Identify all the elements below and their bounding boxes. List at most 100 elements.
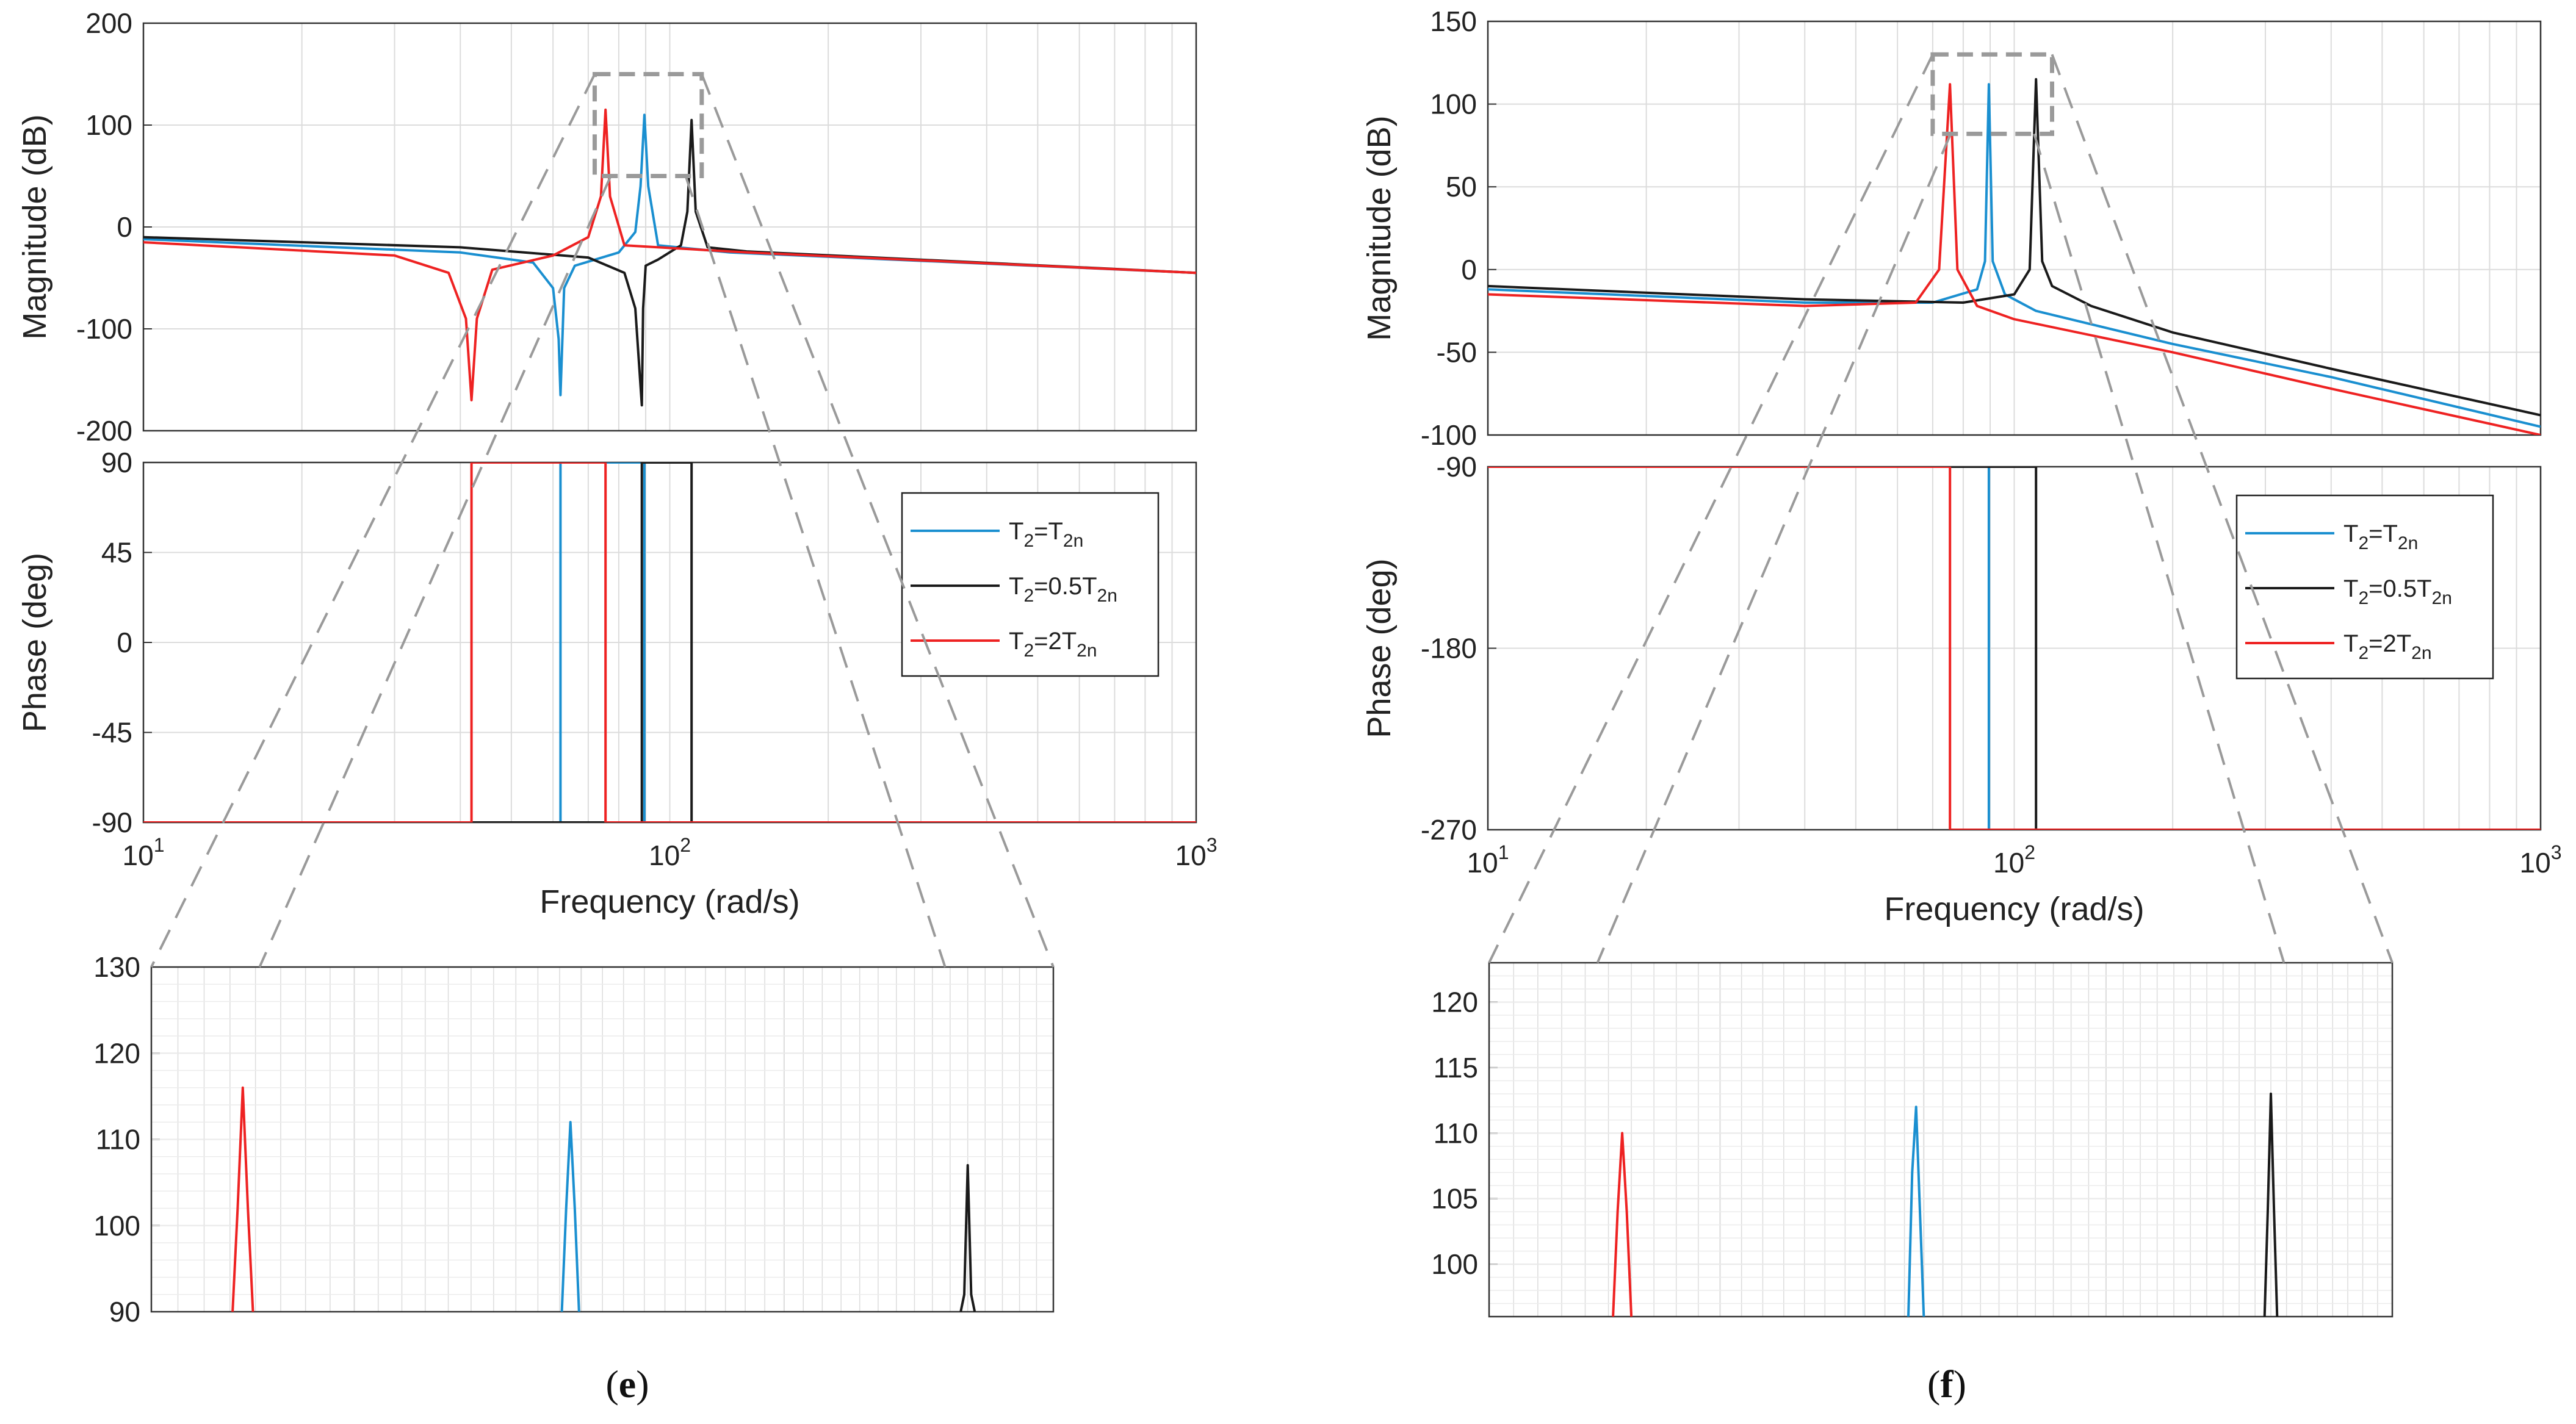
f-magnitude-ytick-label: 150 xyxy=(1430,5,1477,37)
series-line-T2-2T2n xyxy=(1612,1132,1633,1317)
f-phase-xtick-base: 10 xyxy=(1993,847,2024,879)
e-phase-xtick-exp: 3 xyxy=(1207,834,1218,856)
legend-label: T2=T2n xyxy=(2343,520,2418,553)
e-zoom-ytick-label: 100 xyxy=(93,1210,140,1242)
e-zoom-frame xyxy=(150,966,1055,1313)
zoom-guide-line xyxy=(1596,133,1952,963)
e-phase-xtick-base: 10 xyxy=(123,840,154,871)
e-magnitude-frame xyxy=(142,22,1197,432)
f-zoom-axes: 120 115 110 105 100 xyxy=(1431,962,2394,1318)
legend-label: T2=T2n xyxy=(1009,518,1083,551)
series-line-T2-0-5T2n xyxy=(2263,1092,2279,1317)
legend-label: T2=2T2n xyxy=(1009,628,1097,661)
legend-label: T2=2T2n xyxy=(2343,630,2432,663)
series-line-T2-T2n xyxy=(560,1121,580,1312)
f-magnitude-ylabel: Magnitude (dB) xyxy=(1361,115,1398,340)
zoom-guide-line xyxy=(2033,133,2286,963)
e-magnitude-ylabel: Magnitude (dB) xyxy=(16,114,53,339)
series-line-T2-2T2n xyxy=(231,1086,254,1312)
f-phase-series-group xyxy=(1488,467,2541,830)
f-phase-xtick-label: 103 xyxy=(2520,841,2562,879)
e-zoom-guides xyxy=(150,72,1055,968)
e-magnitude-ytick-label: 0 xyxy=(117,211,132,243)
figure-caption: (e) xyxy=(605,1362,649,1406)
zoom-guide-line xyxy=(684,175,947,968)
f-zoom-ytick-label: 105 xyxy=(1431,1183,1478,1215)
e-phase-xtick-exp: 1 xyxy=(154,834,165,856)
series-line-T2-T2n xyxy=(1907,1106,1925,1317)
e-phase-xtick-label: 102 xyxy=(649,834,691,871)
zoom-guide-line xyxy=(700,73,1055,968)
zoom-region-box xyxy=(1930,52,2054,136)
series-line-T2-T2n xyxy=(1488,467,2541,830)
e-magnitude-ytick-label: 100 xyxy=(85,109,132,141)
zoom-guide-line xyxy=(150,73,596,968)
zoom-guide-line xyxy=(1488,54,1934,963)
f-phase-xtick-base: 10 xyxy=(1467,847,1498,879)
f-phase-xlabel: Frequency (rad/s) xyxy=(1884,891,2144,927)
e-phase-xtick-label: 103 xyxy=(1175,834,1218,871)
e-phase-ytick-label: -45 xyxy=(92,717,132,749)
f-phase-xtick-exp: 2 xyxy=(2024,841,2035,863)
e-zoom-ytick-label: 120 xyxy=(93,1037,140,1069)
f-phase-xtick-exp: 3 xyxy=(2551,841,2562,863)
series-line-T2-0-5T2n xyxy=(143,118,1196,407)
f-zoom-guides xyxy=(1488,52,2394,963)
zoom-guide-line xyxy=(2051,54,2394,963)
e-magnitude-ytick-label: -200 xyxy=(76,415,132,447)
e-phase-ytick-label: 0 xyxy=(117,627,132,658)
e-zoom-series-group xyxy=(231,1086,976,1312)
f-phase-xtick-base: 10 xyxy=(2520,847,2551,879)
f-magnitude-axes: 150 100 50 0 -50 -100 Magnitude (dB) xyxy=(1361,5,2542,451)
e-zoom-axes: 130 120 110 100 90 xyxy=(93,951,1055,1328)
f-zoom-ytick-label: 100 xyxy=(1431,1248,1478,1280)
f-magnitude-ytick-label: -100 xyxy=(1421,419,1477,451)
f-zoom-series-group xyxy=(1612,1092,2279,1317)
e-magnitude-ytick-label: 200 xyxy=(85,7,132,39)
series-line-T2-0-5T2n xyxy=(1488,77,2541,417)
e-phase-ytick-label: -90 xyxy=(92,807,132,838)
e-phase-ytick-label: 45 xyxy=(101,537,132,569)
series-line-T2-2T2n xyxy=(1488,467,2541,830)
e-phase-xtick-base: 10 xyxy=(1175,840,1207,871)
f-magnitude-ytick-label: 100 xyxy=(1430,88,1477,120)
f-phase-xtick-exp: 1 xyxy=(1498,841,1509,863)
f-phase-ylabel: Phase (deg) xyxy=(1361,558,1398,738)
e-phase-legend: T2=T2n T2=0.5T2n T2=2T2n xyxy=(901,492,1160,677)
e-phase-xtick-exp: 2 xyxy=(680,834,691,856)
f-magnitude-ytick-label: 50 xyxy=(1446,171,1477,203)
e-zoom-ytick-label: 90 xyxy=(109,1296,140,1328)
f-zoom-ytick-label: 110 xyxy=(1434,1117,1478,1149)
zoom-guide-line xyxy=(258,175,612,968)
e-phase-ytick-label: 90 xyxy=(101,447,132,478)
f-phase-xtick-label: 101 xyxy=(1467,841,1509,879)
f-phase-legend: T2=T2n T2=0.5T2n T2=2T2n xyxy=(2235,494,2494,680)
e-zoom-ytick-label: 110 xyxy=(96,1124,140,1156)
f-phase-ytick-label: -90 xyxy=(1437,451,1477,483)
f-magnitude-ytick-label: -50 xyxy=(1437,336,1477,368)
figure-caption: (f) xyxy=(1927,1362,1966,1406)
legend-label: T2=0.5T2n xyxy=(1009,573,1117,606)
f-zoom-plot-area xyxy=(1489,963,2392,1317)
series-line-T2-0-5T2n xyxy=(1488,467,2541,830)
f-magnitude-ytick-label: 0 xyxy=(1461,254,1477,286)
zoom-region-box xyxy=(592,72,704,178)
series-line-T2-T2n xyxy=(143,113,1196,397)
e-phase-xtick-base: 10 xyxy=(649,840,680,871)
e-phase-xtick-label: 101 xyxy=(123,834,165,871)
e-phase-ylabel: Phase (deg) xyxy=(16,553,53,732)
f-phase-ytick-label: -180 xyxy=(1421,633,1477,664)
e-magnitude-ytick-label: -100 xyxy=(76,313,132,345)
f-magnitude-frame xyxy=(1487,20,2542,436)
e-magnitude-series-group xyxy=(143,108,1196,407)
f-zoom-frame xyxy=(1488,962,2394,1318)
legend-label: T2=0.5T2n xyxy=(2343,575,2452,608)
f-phase-ytick-label: -270 xyxy=(1421,814,1477,846)
f-zoom-ytick-label: 120 xyxy=(1431,986,1478,1018)
series-line-T2-0-5T2n xyxy=(959,1163,976,1312)
e-magnitude-axes: 200 100 0 -100 -200 Magnitude (dB) xyxy=(16,7,1197,447)
e-phase-xlabel: Frequency (rad/s) xyxy=(539,883,799,920)
f-phase-xtick-label: 102 xyxy=(1993,841,2035,879)
e-zoom-ytick-label: 130 xyxy=(93,951,140,983)
